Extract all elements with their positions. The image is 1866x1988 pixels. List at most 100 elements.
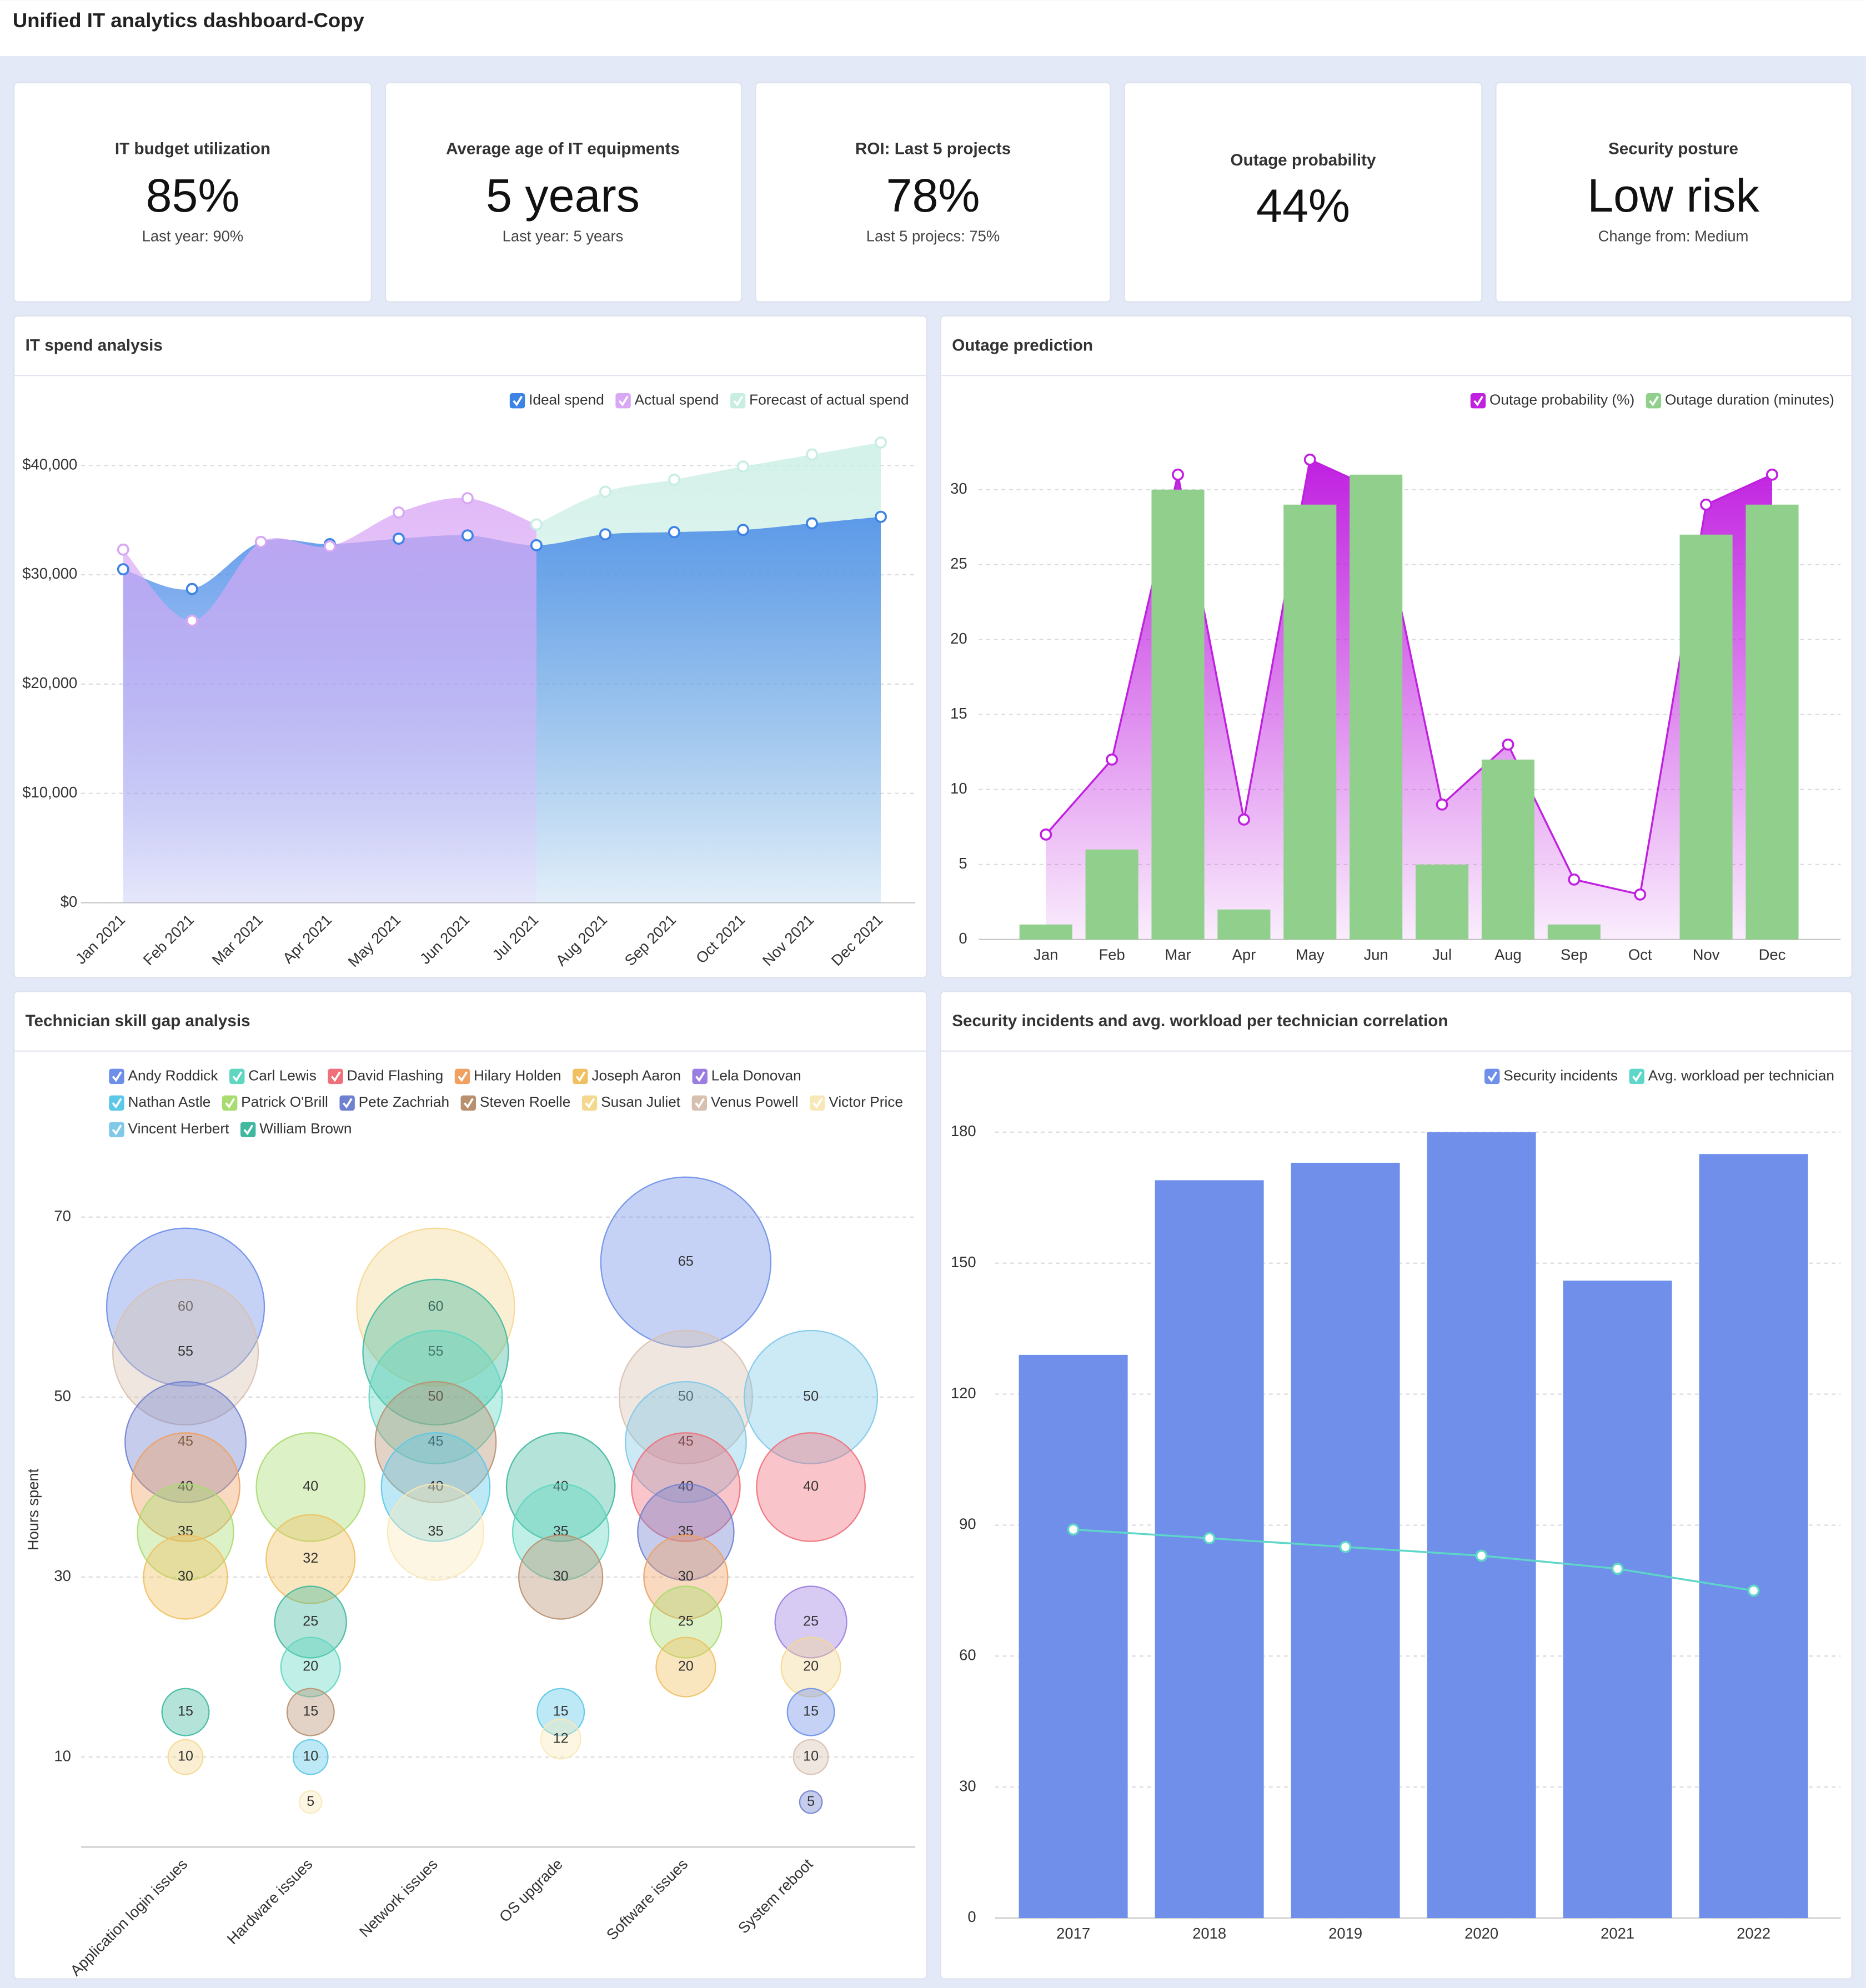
point — [461, 492, 474, 505]
legend-swatch — [460, 1095, 476, 1111]
bubble — [792, 1739, 829, 1775]
bubble — [786, 1688, 835, 1736]
point — [1568, 873, 1581, 886]
bar — [1085, 849, 1138, 940]
bubble-label: 45 — [178, 1434, 193, 1449]
y-tick-label: $0 — [61, 893, 77, 910]
legend-item[interactable]: Carl Lewis — [229, 1067, 317, 1085]
bubble-label: 55 — [428, 1343, 443, 1359]
bubble-label: 40 — [303, 1479, 318, 1494]
bubble — [387, 1483, 485, 1581]
point — [875, 436, 887, 449]
bubble — [137, 1483, 234, 1581]
legend-item[interactable]: Victor Price — [810, 1093, 903, 1111]
legend-check — [112, 1071, 122, 1082]
x-tick-label: Aug — [1494, 946, 1522, 963]
legend-label: Joseph Aaron — [591, 1067, 681, 1083]
legend-item[interactable]: Lela Donovan — [692, 1067, 801, 1085]
legend-check — [575, 1071, 586, 1082]
legend-swatch — [229, 1068, 245, 1085]
x-tick-label: 2021 — [1601, 1925, 1634, 1942]
bubble-label: 20 — [303, 1659, 318, 1674]
point — [1634, 888, 1647, 901]
bar — [1416, 864, 1469, 940]
legend-label: Victor Price — [829, 1093, 903, 1110]
point — [1747, 1584, 1760, 1597]
y-tick-label: 30 — [54, 1567, 71, 1584]
y-tick-label: 30 — [959, 1777, 976, 1794]
legend-swatch — [1470, 393, 1486, 409]
bubble — [161, 1688, 210, 1736]
point — [1502, 738, 1514, 751]
legend-swatch — [691, 1095, 708, 1111]
legend-item[interactable]: Actual spend — [615, 391, 719, 409]
legend-check — [330, 1071, 341, 1082]
bubble-label: 35 — [678, 1524, 694, 1539]
legend-item[interactable]: Vincent Herbert — [109, 1120, 229, 1137]
legend-item[interactable]: Andy Roddick — [109, 1067, 218, 1085]
bubble — [131, 1432, 240, 1542]
legend-label: Security incidents — [1503, 1067, 1618, 1083]
bubble — [124, 1380, 247, 1503]
legend-item[interactable]: Security incidents — [1484, 1067, 1618, 1085]
legend-item[interactable]: Patrick O'Brill — [222, 1093, 328, 1111]
legend-item[interactable]: Avg. workload per technician — [1629, 1067, 1834, 1085]
legend-label: Avg. workload per technician — [1648, 1067, 1834, 1083]
legend-item[interactable]: Pete Zachriah — [339, 1093, 449, 1111]
bubble — [774, 1585, 847, 1659]
bubble-label: 55 — [178, 1343, 193, 1359]
legend-item[interactable]: Outage duration (minutes) — [1646, 391, 1834, 409]
bubble-label: 15 — [553, 1704, 569, 1719]
legend-item[interactable]: Venus Powell — [691, 1093, 799, 1111]
bubble — [631, 1432, 741, 1542]
bubble-label: 60 — [428, 1298, 443, 1314]
bubble — [380, 1432, 491, 1542]
legend-item[interactable]: Ideal spend — [509, 391, 604, 409]
kpi-value: 44% — [1256, 179, 1350, 232]
x-tick-label: Dec — [1759, 946, 1786, 963]
bubble — [112, 1278, 259, 1425]
bubble-label: 25 — [303, 1614, 318, 1629]
y-tick-label: 120 — [951, 1384, 976, 1402]
x-tick-label: Jul — [1432, 946, 1452, 963]
legend-item[interactable]: Steven Roelle — [460, 1093, 571, 1111]
point — [737, 460, 749, 473]
point — [117, 543, 129, 556]
bubble — [167, 1739, 204, 1775]
point — [668, 526, 680, 539]
legend-label: Actual spend — [635, 391, 719, 408]
point — [392, 506, 405, 519]
x-tick-label: May — [1296, 946, 1325, 963]
kpi-title: IT budget utilization — [115, 140, 270, 158]
bubble — [292, 1739, 329, 1775]
bubble-label: 30 — [678, 1569, 694, 1584]
legend-item[interactable]: David Flashing — [328, 1067, 443, 1085]
point — [185, 583, 198, 595]
point — [1700, 498, 1713, 511]
legend-item[interactable]: Forecast of actual spend — [730, 391, 909, 409]
y-tick-label: 0 — [959, 930, 967, 947]
point — [392, 533, 405, 545]
bubble — [600, 1176, 772, 1348]
bubble-label: 40 — [553, 1479, 569, 1494]
legend-item[interactable]: Susan Juliet — [581, 1093, 681, 1111]
legend-check — [1487, 1071, 1498, 1082]
legend-label: Carl Lewis — [248, 1067, 317, 1083]
legend-swatch — [692, 1068, 708, 1085]
legend-label: Venus Powell — [711, 1093, 799, 1110]
legend-item[interactable]: Hilary Holden — [454, 1067, 561, 1085]
legend-check — [1473, 395, 1484, 406]
legend-item[interactable]: Joseph Aaron — [573, 1067, 681, 1085]
panel — [13, 991, 927, 1980]
bubble-label: 10 — [178, 1749, 193, 1764]
bubble-label: 45 — [428, 1434, 443, 1449]
legend-item[interactable]: Outage probability (%) — [1470, 391, 1634, 409]
legend-item[interactable]: Nathan Astle — [109, 1093, 210, 1111]
point — [1611, 1563, 1624, 1575]
kpi-card — [755, 82, 1111, 303]
bubble — [744, 1329, 879, 1464]
y-tick-label: 30 — [950, 480, 967, 497]
panel-title: Outage prediction — [952, 336, 1093, 354]
legend-item[interactable]: William Brown — [240, 1120, 352, 1137]
